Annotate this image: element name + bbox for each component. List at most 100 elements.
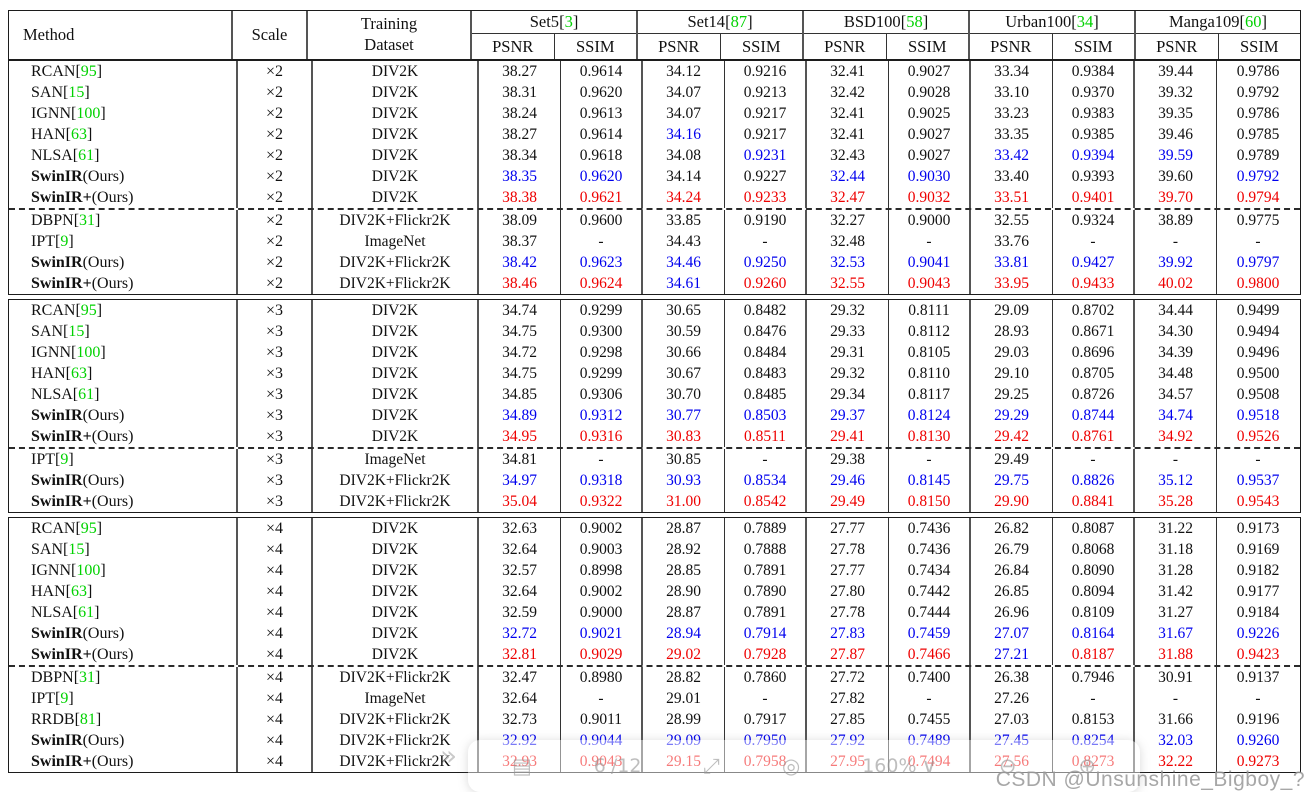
cite-bracket: ] (94, 603, 100, 621)
psnr-value-cell: 32.64 (479, 581, 561, 602)
psnr-value-cell: 34.24 (643, 187, 725, 208)
scale-cell: ×2 (238, 124, 313, 145)
ssim-value-cell: 0.9182 (1236, 561, 1280, 579)
training-dataset-cell: DIV2K (313, 518, 479, 539)
ours-suffix: (Ours) (82, 731, 125, 749)
ssim-value-cell: 0.9383 (1053, 103, 1135, 124)
method-name: IGNN (31, 104, 71, 122)
citation-number: 9 (60, 450, 69, 468)
scale-cell: ×3 (238, 384, 313, 405)
ours-suffix: (Ours) (82, 167, 125, 185)
ours-suffix: (Ours) (91, 274, 134, 292)
scale-cell: ×4 (238, 709, 313, 730)
ssim-value-cell: 0.9000 (889, 210, 971, 231)
sidebar-toggle-icon[interactable]: ▤ (512, 753, 532, 778)
psnr-value-cell: 34.12 (643, 61, 725, 82)
ssim-value-cell: 0.9137 (1236, 668, 1280, 686)
psnr-value-cell: 34.74 (479, 300, 561, 321)
chevron-down-icon: ∨ (921, 753, 937, 778)
ssim-value-cell: 0.8503 (725, 405, 807, 426)
citation-number: 95 (80, 519, 97, 537)
ssim-header-label: SSIM (908, 36, 947, 56)
psnr-value-cell: 33.42 (971, 145, 1053, 166)
table-row: HAN [63] ×2 DIV2K 38.27 0.9614 34.16 0.9217 32.… (9, 124, 1300, 145)
psnr-value-cell: 30.70 (643, 384, 725, 405)
magnifier-icon[interactable]: ◎ (782, 753, 801, 778)
method-cell: SAN [15] (9, 321, 238, 342)
cite-bracket: ] (68, 450, 74, 468)
method-name: SAN (31, 540, 64, 558)
method-cell: NLSA [61] (9, 602, 238, 623)
psnr-value-cell: 34.46 (643, 252, 725, 273)
ssim-value-cell: 0.9316 (561, 426, 643, 447)
dataset-name-label: Set14 (687, 12, 726, 31)
dataset-subheader: PSNR SSIM (472, 34, 636, 59)
scale-cell: ×2 (238, 103, 313, 124)
psnr-value-cell: 39.70 (1135, 187, 1217, 208)
method-cell: HAN [63] (9, 363, 238, 384)
psnr-value-cell: 38.09 (479, 210, 561, 231)
psnr-value-cell: 34.61 (643, 273, 725, 294)
method-cell: SwinIR+ (Ours) (9, 273, 238, 294)
training-dataset-cell: DIV2K+Flickr2K (313, 273, 479, 294)
psnr-value-cell: 29.46 (807, 470, 889, 491)
scale-cell: ×3 (238, 321, 313, 342)
zoom-level-control[interactable]: 160% ∨ (862, 755, 937, 777)
citation-number: 63 (71, 364, 87, 382)
ssim-value-cell: 0.7444 (889, 602, 971, 623)
scale-cell: ×3 (238, 342, 313, 363)
cite-bracket: [ (725, 12, 731, 31)
psnr-value-cell: 34.95 (479, 426, 561, 447)
page-current[interactable]: 6 (593, 755, 606, 777)
ssim-value-cell: 0.7400 (889, 667, 971, 688)
cite-bracket: [ (55, 450, 61, 468)
psnr-value-cell: 32.55 (971, 210, 1053, 231)
next-page-chevron-icon[interactable]: » (440, 739, 458, 772)
ssim-value-cell: 0.8534 (725, 470, 807, 491)
ssim-value-cell: 0.9423 (1236, 645, 1280, 663)
method-cell: RRDB [81] (9, 709, 238, 730)
cite-bracket: ] (95, 668, 101, 686)
psnr-value-cell: 33.35 (971, 124, 1053, 145)
psnr-value-cell: 29.37 (807, 405, 889, 426)
ssim-value-cell: 0.8705 (1053, 363, 1135, 384)
training-dataset-cell: DIV2K (313, 581, 479, 602)
ours-suffix: (Ours) (91, 645, 134, 663)
zoom-in-icon[interactable]: ⊕ (1078, 753, 1096, 778)
cite-bracket: [ (75, 301, 81, 319)
ssim-value-cell: 0.7442 (889, 581, 971, 602)
citation-number: 15 (68, 540, 85, 558)
ssim-value-cell: 0.9370 (1053, 82, 1135, 103)
method-name: RCAN (31, 301, 76, 319)
citation-number: 31 (79, 668, 96, 686)
training-dataset-cell: DIV2K+Flickr2K (313, 667, 479, 688)
citation-number: 15 (68, 83, 85, 101)
psnr-value-cell: 33.51 (971, 187, 1053, 208)
ssim-value-cell: 0.9623 (561, 252, 643, 273)
scale-cell: ×2 (238, 273, 313, 294)
ssim-value-cell: 0.7436 (889, 518, 971, 539)
method-cell: SwinIR+ (Ours) (9, 187, 238, 208)
ssim-value-cell: 0.9384 (1053, 61, 1135, 82)
psnr-value-cell: 31.67 (1135, 623, 1217, 644)
ssim-value-cell: 0.9025 (889, 103, 971, 124)
scale-cell: ×3 (238, 426, 313, 447)
dataset-group-set5: Set5 [3] PSNR SSIM (472, 11, 639, 59)
ssim-value-cell: 0.8068 (1053, 539, 1135, 560)
pdf-viewer-toolbar: ▤ 6 /12 ⤢ ◎ 160% ∨ ⊖ ⊕ (468, 740, 1140, 792)
dataset-header-groups: Set5 [3] PSNR SSIM Set14 [87] PSNR SSIM BSD100… (472, 11, 1301, 59)
scale-cell: ×2 (238, 61, 313, 82)
psnr-value-cell: - (1135, 688, 1217, 709)
table-row: NLSA [61] ×4 DIV2K 32.59 0.9000 28.87 0.7891 27… (9, 602, 1300, 623)
psnr-value-cell: 38.31 (479, 82, 561, 103)
method-name: SAN (31, 83, 64, 101)
zoom-out-icon[interactable]: ⊖ (998, 753, 1017, 778)
ssim-value-cell: 0.8130 (889, 426, 971, 447)
fullscreen-icon[interactable]: ⤢ (703, 753, 721, 778)
ssim-value-cell: 0.9792 (1236, 167, 1280, 185)
ssim-value-cell: 0.9190 (725, 210, 807, 231)
psnr-value-cell: 28.87 (643, 602, 725, 623)
ssim-value-cell: - (725, 688, 807, 709)
table-row: RCAN [95] ×4 DIV2K 32.63 0.9002 28.87 0.7889 27… (9, 518, 1300, 539)
psnr-header-label: PSNR (804, 34, 887, 59)
